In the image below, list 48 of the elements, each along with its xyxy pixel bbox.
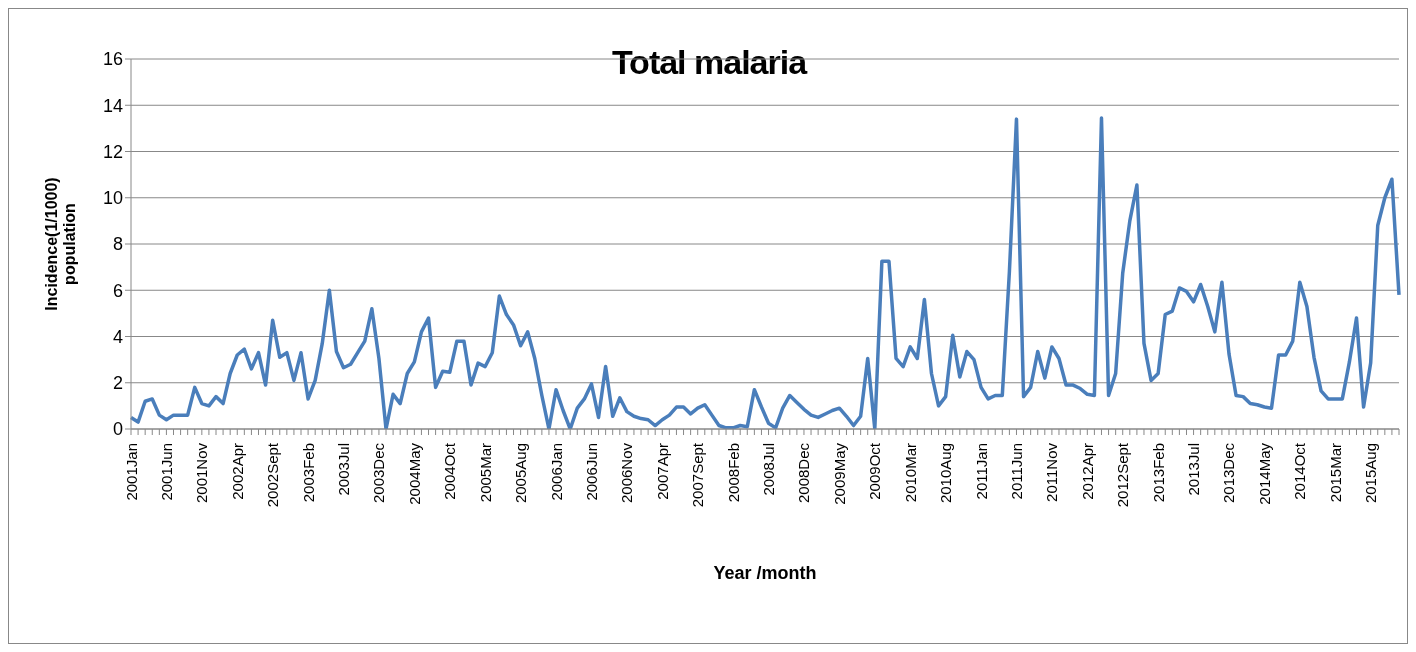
x-axis-title: Year /month xyxy=(713,563,817,583)
x-tick-label: 2011Jun xyxy=(1007,443,1025,500)
x-tick-label: 2013Jul xyxy=(1185,443,1203,496)
x-tick-label: 2015Aug xyxy=(1362,443,1380,504)
x-tick-label: 2006Jun xyxy=(582,443,600,501)
chart-title: Total malaria xyxy=(611,43,807,81)
x-tick-label: 2007Sept xyxy=(689,442,707,508)
x-tick-label: 2003Feb xyxy=(299,443,317,503)
x-tick-label: 2008Dec xyxy=(795,442,813,504)
x-tick-label: 2011Nov xyxy=(1043,442,1061,502)
y-tick-label: 10 xyxy=(102,188,123,209)
x-tick-label: 2006Nov xyxy=(618,442,636,504)
y-tick-label: 0 xyxy=(112,419,123,440)
x-tick-label: 2010Aug xyxy=(937,443,955,504)
y-tick-label: 2 xyxy=(112,373,123,394)
x-tick-label: 2001Nov xyxy=(193,442,211,504)
x-tick-label: 2008Jul xyxy=(760,443,778,496)
y-tick-label: 16 xyxy=(102,49,123,70)
x-tick-label: 2012Sept xyxy=(1114,442,1132,508)
x-tick-label: 2014Oct xyxy=(1291,442,1309,500)
x-tick-label: 2004May xyxy=(405,442,423,505)
x-tick-label: 2002Sept xyxy=(264,442,282,508)
x-tick-label: 2005Aug xyxy=(512,443,530,504)
y-tick-label: 6 xyxy=(112,280,123,301)
x-tick-label: 2001Jan xyxy=(122,443,140,501)
x-tick-label: 2007Apr xyxy=(653,443,671,500)
x-tick-label: 2015Mar xyxy=(1326,443,1344,503)
x-tick-label: 2009May xyxy=(830,442,848,505)
y-tick-label: 8 xyxy=(112,234,123,255)
y-tick-label: 12 xyxy=(102,141,123,162)
x-tick-label: 2005Mar xyxy=(476,443,494,503)
x-tick-label: 2004Oct xyxy=(441,442,459,500)
x-tick-label: 2006Jan xyxy=(547,443,565,501)
x-tick-label: 2001Jun xyxy=(157,443,175,501)
y-tick-label: 4 xyxy=(112,326,123,347)
x-tick-label: 2013Feb xyxy=(1149,443,1167,503)
x-tick-label: 2002Apr xyxy=(228,443,246,500)
x-tick-label: 2012Apr xyxy=(1078,443,1096,500)
x-tick-label: 2013Dec xyxy=(1220,442,1238,504)
y-axis-title: Incidence(1/1000) population xyxy=(43,177,78,311)
x-tick-label: 2003Dec xyxy=(370,442,388,504)
x-tick-label: 2003Jul xyxy=(335,443,353,496)
y-tick-label: 14 xyxy=(102,95,123,116)
x-tick-label: 2014May xyxy=(1255,442,1273,505)
x-tick-label: 2008Feb xyxy=(724,443,742,503)
x-tick-label: 2011Jan xyxy=(972,443,990,500)
x-tick-label: 2009Oct xyxy=(866,442,884,500)
x-tick-label: 2010Mar xyxy=(901,443,919,503)
